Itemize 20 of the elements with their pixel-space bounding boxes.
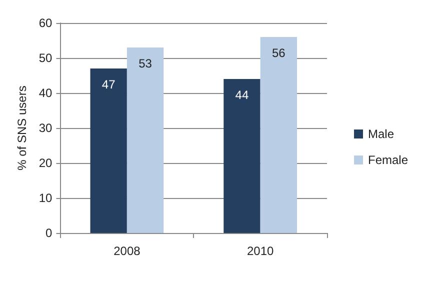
- y-tick-label: 0: [46, 226, 53, 240]
- y-tick-label: 10: [38, 191, 53, 205]
- bar: [126, 48, 164, 233]
- y-axis-title: % of SNS users: [15, 86, 29, 170]
- bar: [260, 37, 297, 233]
- legend-label: Male: [368, 127, 394, 141]
- legend-label: Female: [368, 153, 408, 167]
- bar: [224, 79, 260, 233]
- bar: [90, 68, 127, 233]
- x-tick-label: 2008: [114, 244, 141, 258]
- y-tick-label: 50: [38, 51, 53, 65]
- y-tick-label: 60: [38, 16, 53, 30]
- data-label: 53: [138, 56, 152, 70]
- y-tick-label: 30: [38, 121, 53, 135]
- y-tick-label: 20: [38, 156, 53, 170]
- y-tick-label: 40: [38, 86, 53, 100]
- x-tick-label: 2010: [246, 244, 274, 258]
- data-label: 47: [102, 78, 116, 92]
- data-label: 44: [235, 88, 249, 102]
- data-label: 56: [272, 46, 286, 60]
